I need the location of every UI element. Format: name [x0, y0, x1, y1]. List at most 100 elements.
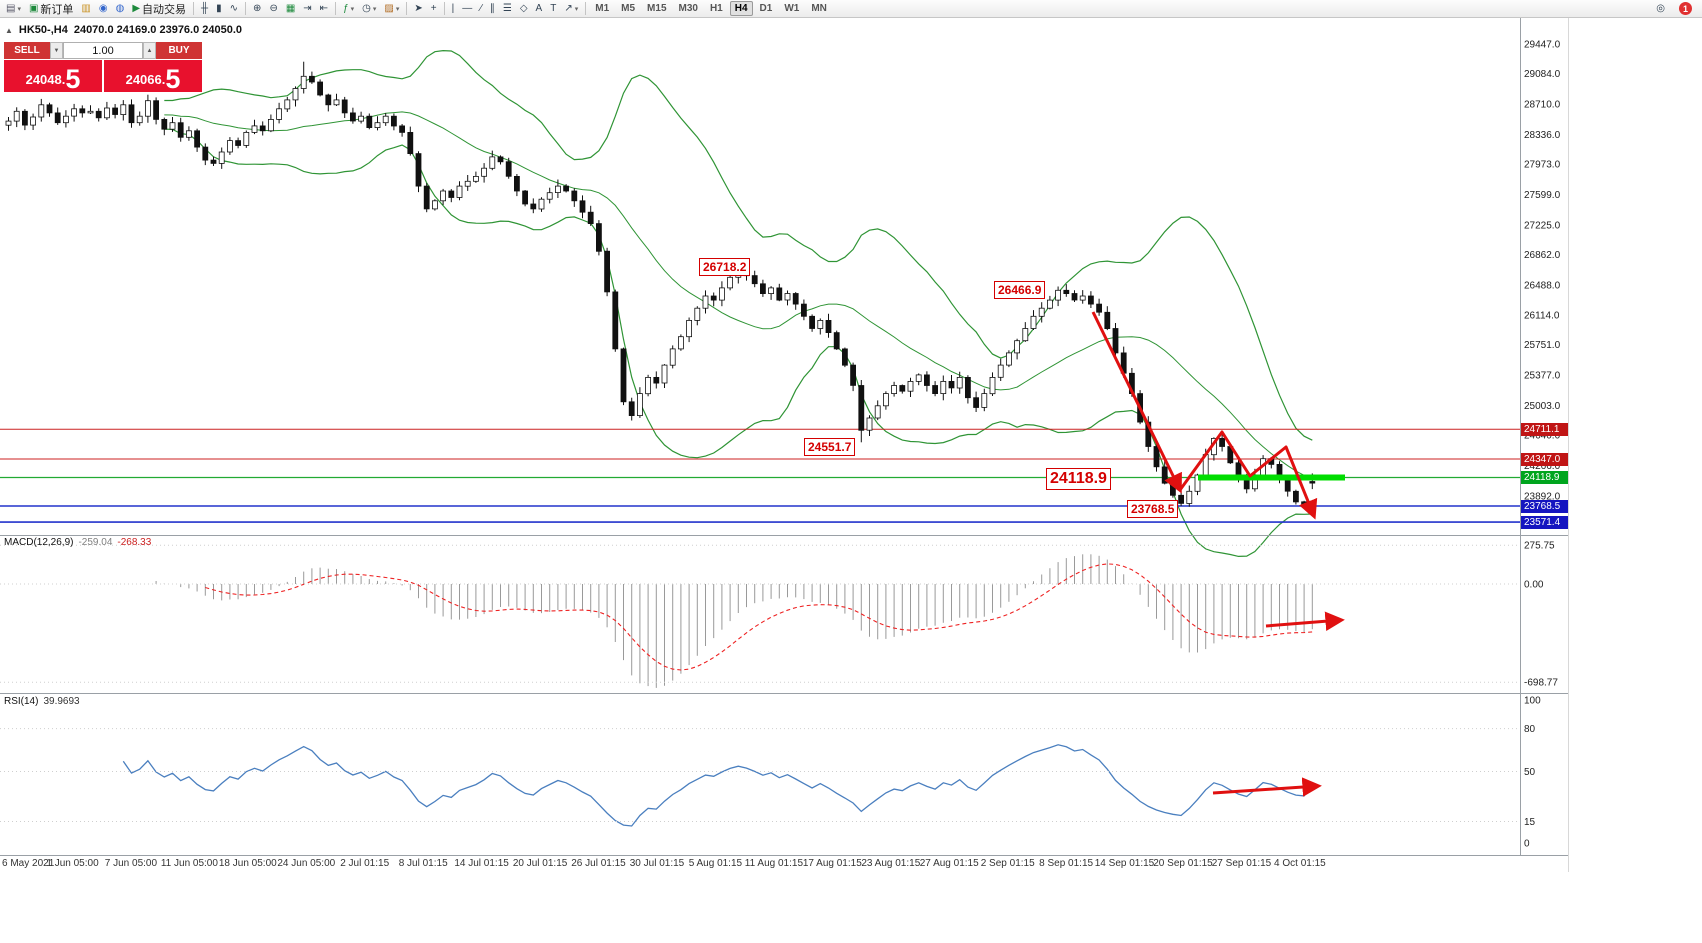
collapse-icon[interactable]: ▲	[5, 25, 13, 35]
time-axis-label: 7 Jun 05:00	[105, 858, 158, 869]
toolbar-fibonacci-button[interactable]: ☰	[499, 1, 516, 17]
sell-button[interactable]: SELL	[4, 42, 50, 59]
time-axis-label: 2 Sep 01:15	[981, 858, 1035, 869]
autotrading-icon: ▶	[132, 2, 141, 14]
toolbar-separator	[406, 2, 408, 15]
periods-dropdown-icon: ▾	[372, 5, 377, 13]
toolbar-crosshair-button[interactable]: +	[427, 1, 441, 17]
time-axis-label: 27 Aug 01:15	[920, 858, 979, 869]
toolbar-channel-button[interactable]: ∥	[486, 1, 499, 17]
toolbar-zoom-out-button[interactable]: ⊖	[265, 1, 281, 17]
toolbar-zoom-in-button[interactable]: ⊕	[249, 1, 265, 17]
chart-menu-dropdown-icon: ▾	[17, 5, 21, 13]
search-icon: ◎	[1656, 2, 1665, 14]
line-chart-type-icon: ∿	[229, 2, 239, 14]
toolbar-auto-scroll-button[interactable]: ⇥	[299, 1, 315, 17]
time-axis-label: 2 Jul 01:15	[340, 858, 389, 869]
vertical-line-icon: |	[451, 2, 455, 14]
rsi-axis-label: 100	[1524, 696, 1541, 707]
toolbar-trendline-button[interactable]: ∕	[476, 1, 486, 17]
charts-group-icon: ▥	[81, 2, 91, 14]
downtrend-arrow[interactable]	[1091, 311, 1182, 494]
chart-title: ▲ HK50-,H4 24070.0 24169.0 23976.0 24050…	[5, 24, 242, 36]
toolbar-shapes-button[interactable]: ◇	[516, 1, 532, 17]
toolbar-periods-button[interactable]: ◷ ▾	[358, 1, 380, 17]
time-axis-label: 1 Jun 05:00	[46, 858, 99, 869]
macd-indicator-label: MACD(12,26,9) -259.04 -268.33	[4, 537, 151, 548]
notifications-badge[interactable]: 1	[1679, 2, 1692, 15]
chart-symbol-period: HK50-,H4	[18, 24, 68, 36]
timeframe-m1-button[interactable]: M1	[595, 3, 610, 14]
toolbar-arrows-tool-button[interactable]: ↗ ▾	[560, 1, 582, 17]
price-axis-label: 27599.0	[1524, 190, 1561, 201]
rsi-value: 39.9693	[43, 696, 80, 707]
timeframe-m30-button[interactable]: M30	[678, 3, 698, 14]
toolbar-indicators-button[interactable]: ƒ ▾	[339, 1, 358, 17]
timeframe-m5-button[interactable]: M5	[621, 3, 636, 14]
toolbar-horizontal-line-button[interactable]: —	[458, 1, 476, 17]
toolbar-templates-button[interactable]: ▨ ▾	[380, 1, 403, 17]
fibonacci-icon: ☰	[502, 2, 512, 14]
zoom-out-icon: ⊖	[269, 2, 278, 14]
toolbar-autotrading-button[interactable]: ▶ 自动交易	[128, 1, 190, 17]
timeframe-h1-button[interactable]: H1	[709, 3, 723, 14]
volume-decrease-button[interactable]: ▼	[50, 42, 63, 59]
buy-price-pips: 5	[165, 64, 181, 95]
toolbar-profiles-button[interactable]: ◉	[95, 1, 112, 17]
price-axis-label: 23892.0	[1524, 492, 1561, 503]
time-axis-label: 30 Jul 01:15	[630, 858, 685, 869]
macd-name: MACD(12,26,9)	[4, 537, 74, 548]
main-toolbar: ▤ ▾ ▣ 新订单 ▥ ◉ ◍ ▶ 自动交易 ╫ ▮ ∿ ⊕ ⊖ ▦ ⇥ ⇤ ƒ ▾ ◷ ▾ ▨ ▾ ➤ + | — ∕ ∥ ☰ ◇ A T ↗ ▾…	[0, 0, 1702, 18]
bar-chart-type-icon: ╫	[201, 2, 209, 14]
toolbar-candlestick-chart-type-button[interactable]: ▮	[212, 1, 226, 17]
toolbar-tile-windows-button[interactable]: ▦	[282, 1, 299, 17]
timeframe-h4-button[interactable]: H4	[729, 1, 753, 16]
horizontal-line-icon: —	[462, 2, 473, 14]
time-axis-label: 26 Jul 01:15	[571, 858, 626, 869]
toolbar-text-label-button[interactable]: T	[546, 1, 560, 17]
time-axis-label: 23 Aug 01:15	[861, 858, 920, 869]
toolbar-new-order-button[interactable]: ▣ 新订单	[25, 1, 77, 17]
toolbar-separator	[335, 2, 337, 15]
volume-input[interactable]: 1.00	[63, 42, 143, 59]
chart-ohlc-values: 24070.0 24169.0 23976.0 24050.0	[73, 24, 243, 36]
text-icon: A	[535, 2, 543, 14]
price-chart-canvas[interactable]: 275.75 0.00 -698.77 100 80 50 15 0 29447.0 29084.…	[0, 18, 1702, 943]
toolbar-charts-group-button[interactable]: ▥	[77, 1, 94, 17]
toolbar-chart-menu-button[interactable]: ▤ ▾	[2, 1, 25, 17]
toolbar-search-button[interactable]: ◎	[1652, 1, 1669, 17]
timeframe-d1-button[interactable]: D1	[759, 3, 773, 14]
indicators-dropdown-icon: ▾	[350, 5, 355, 13]
toolbar-alerts-button[interactable]: ◍	[112, 1, 129, 17]
time-axis-label: 24 Jun 05:00	[277, 858, 335, 869]
buy-button[interactable]: BUY	[156, 42, 202, 59]
time-axis-label: 5 Aug 01:15	[689, 858, 743, 869]
toolbar-separator	[193, 2, 195, 15]
toolbar-text-button[interactable]: A	[532, 1, 547, 17]
toolbar-cursor-button[interactable]: ➤	[410, 1, 426, 17]
macd-signal-line	[205, 563, 1313, 671]
rsi-trend-arrow[interactable]	[1212, 777, 1322, 797]
volume-increase-button[interactable]: ▲	[143, 42, 156, 59]
candlestick-chart-type-icon: ▮	[216, 2, 222, 14]
toolbar-chart-shift-button[interactable]: ⇤	[316, 1, 332, 17]
timeframe-w1-button[interactable]: W1	[784, 3, 800, 14]
macd-trend-arrow[interactable]	[1265, 611, 1345, 631]
new-order-label: 新订单	[40, 3, 74, 16]
price-axis-label: 25377.0	[1524, 371, 1561, 382]
buy-price-button[interactable]: 24066. 5	[104, 60, 202, 95]
toolbar-bar-chart-type-button[interactable]: ╫	[197, 1, 212, 17]
time-axis[interactable]	[0, 855, 1520, 872]
toolbar-vertical-line-button[interactable]: |	[448, 1, 459, 17]
price-axis-label: 27973.0	[1524, 159, 1561, 170]
sell-price-button[interactable]: 24048. 5	[4, 60, 102, 93]
price-axis[interactable]	[1520, 18, 1568, 855]
zigzag-arrow[interactable]	[1178, 430, 1318, 520]
templates-dropdown-icon: ▾	[395, 5, 400, 13]
periods-icon: ◷	[362, 2, 371, 14]
toolbar-line-chart-type-button[interactable]: ∿	[226, 1, 242, 17]
timeframe-mn-button[interactable]: MN	[811, 3, 827, 14]
timeframe-m15-button[interactable]: M15	[647, 3, 667, 14]
time-axis-label: 4 Oct 01:15	[1274, 858, 1326, 869]
rsi-indicator-label: RSI(14) 39.9693	[4, 696, 80, 707]
